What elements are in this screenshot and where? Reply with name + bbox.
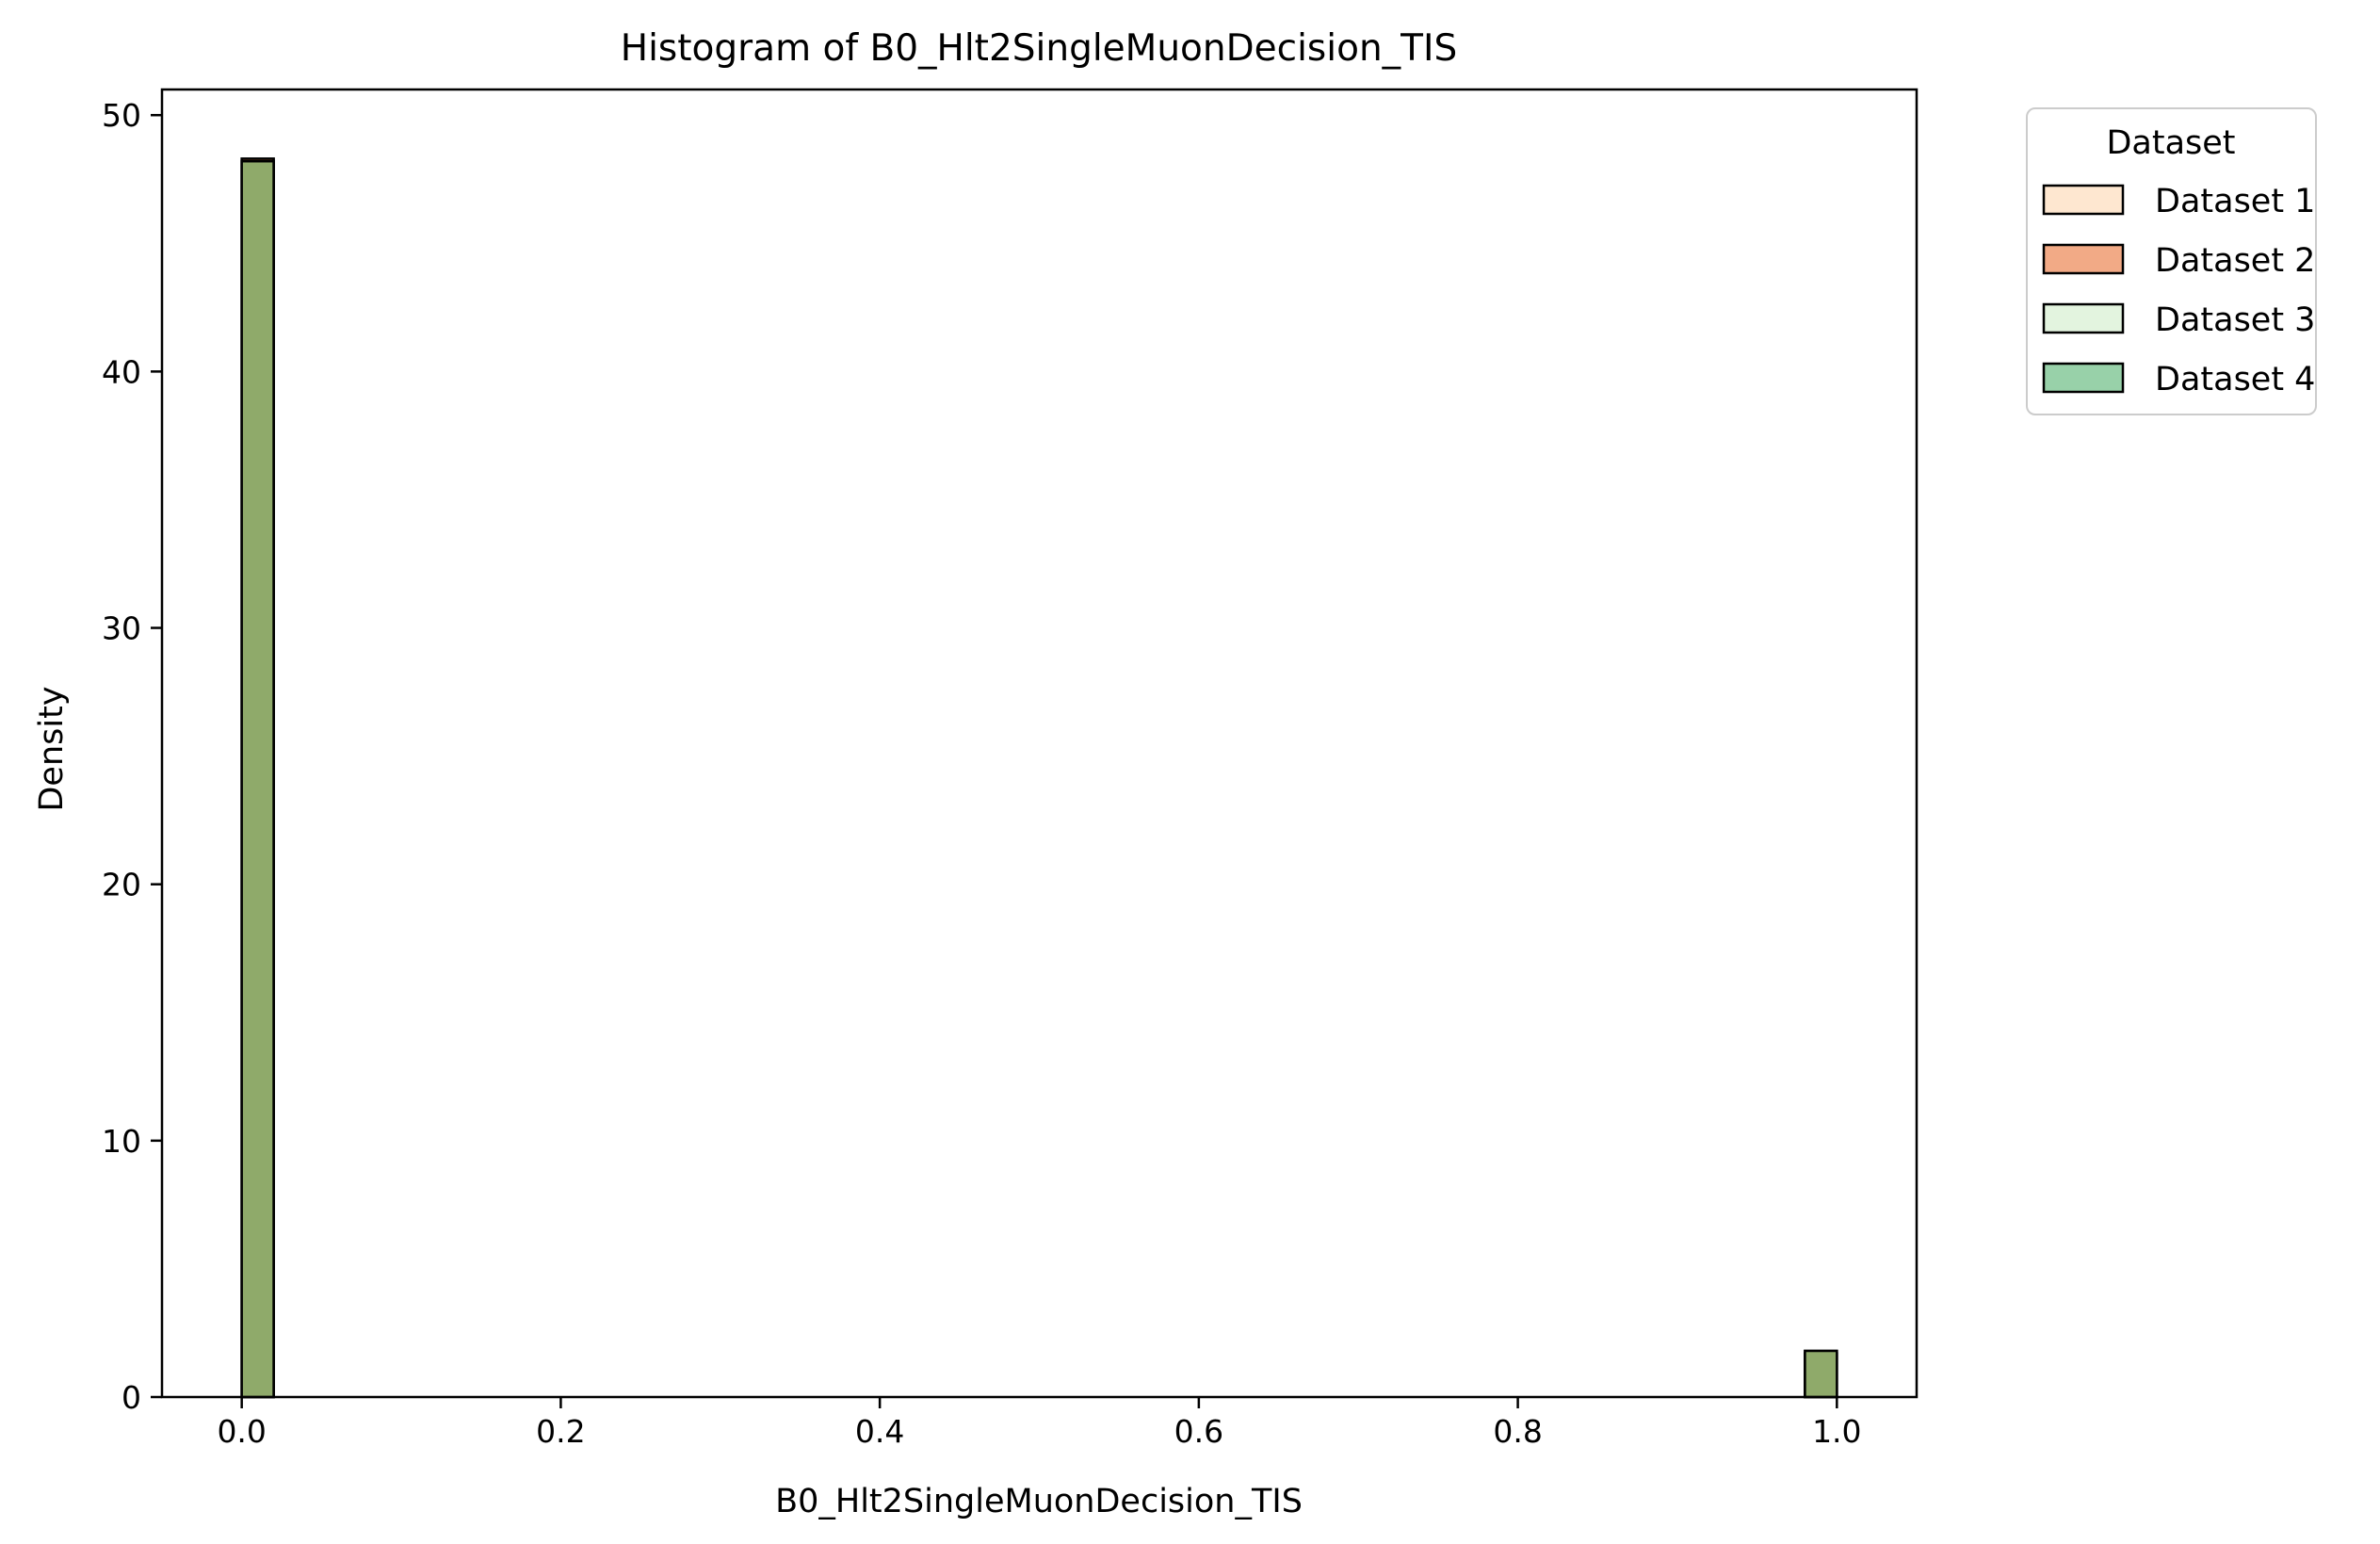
y-tick-label: 50: [102, 97, 141, 134]
y-tick-label: 10: [102, 1123, 141, 1160]
legend-swatch-dataset-2: [2042, 243, 2125, 275]
y-tick-label: 30: [102, 610, 141, 647]
legend-label-dataset-2: Dataset 2: [2155, 242, 2315, 280]
legend-label-dataset-1: Dataset 1: [2155, 183, 2315, 220]
x-axis-label: B0_Hlt2SingleMuonDecision_TIS: [775, 1483, 1303, 1520]
y-tick-label: 40: [102, 353, 141, 390]
x-tick-label: 0.2: [536, 1413, 585, 1450]
histogram-bar-dataset-4-bin-1: [1804, 1349, 1838, 1399]
x-tick-label: 0.4: [855, 1413, 904, 1450]
ticks-layer: 0.0 0.2 0.4 0.6 0.8 1.0 0 10 20 30 40 50: [102, 97, 1862, 1450]
legend-title: Dataset: [2106, 124, 2235, 162]
x-tick-label: 0.6: [1174, 1413, 1223, 1450]
histogram-bar-dataset-4-bin-0: [240, 159, 275, 1399]
x-tick-label: 1.0: [1812, 1413, 1861, 1450]
y-tick-label: 20: [102, 867, 141, 903]
legend-swatch-dataset-4: [2042, 362, 2125, 394]
bars-layer: [240, 157, 1838, 1399]
chart-title: Histogram of B0_Hlt2SingleMuonDecision_T…: [621, 27, 1458, 70]
plot-frame: [160, 88, 1919, 1399]
legend-entries: Dataset 1 Dataset 2 Dataset 3 Dataset 4: [2042, 183, 2315, 398]
legend-label-dataset-4: Dataset 4: [2155, 361, 2315, 398]
legend-swatch-dataset-3: [2042, 302, 2125, 334]
legend-label-dataset-3: Dataset 3: [2155, 301, 2315, 339]
y-tick-label: 0: [121, 1379, 141, 1416]
legend-swatch-dataset-1: [2042, 184, 2125, 216]
x-tick-label: 0.8: [1493, 1413, 1542, 1450]
x-tick-label: 0.0: [217, 1413, 266, 1450]
y-axis-label: Density: [33, 686, 71, 811]
